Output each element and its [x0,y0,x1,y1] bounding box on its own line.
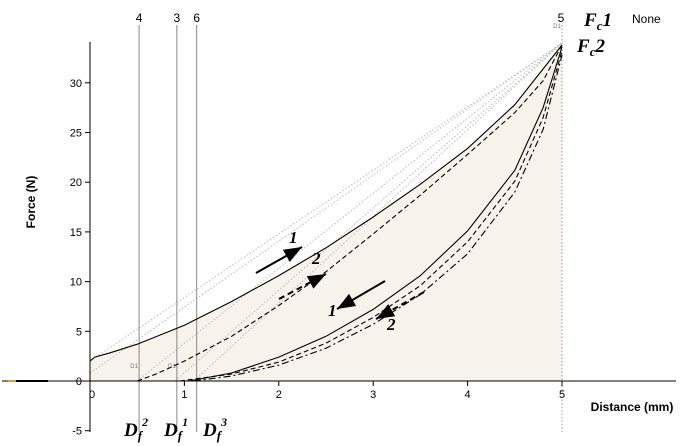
annotation-fc1: Fc1 [583,10,612,33]
annotation-fc2-sub: c [590,44,596,59]
x-tick-label-2: 2 [276,389,282,401]
annotation-fc1-tail: 1 [602,10,612,31]
reference-line-0 [89,42,563,362]
annotation-load2: 2 [311,249,321,268]
annotation-fc2-base: F [576,36,590,57]
annotation-fc1-sub: c [597,18,603,33]
annotation-df1-base: D [163,420,178,441]
reference-line-4 [193,42,563,382]
marker-label-5: 5 [558,11,565,25]
arrow-unload-2-head [376,304,396,319]
annotation-df2-sub: f [138,428,144,443]
y-tick-label-30: 30 [70,78,82,90]
y-tick-label-5: 5 [76,326,82,338]
x-tick-label-5: 5 [559,389,565,401]
y-tick-label-25: 25 [70,128,82,140]
series-curve-3 [188,46,563,382]
y-tick-label-15: 15 [70,227,82,239]
y-tick-label--5: -5 [72,426,82,438]
marker-label-3: 3 [174,11,181,25]
annotation-fc1-base: F [583,10,597,31]
y-tick-label-10: 10 [70,277,82,289]
annotation-df2: Df2 [123,415,148,443]
reference-line-3 [174,42,563,382]
marker-tag-0: D1 [130,364,138,370]
annotation-fc2: Fc2 [576,36,605,59]
annotation-df2-base: D [123,420,138,441]
arrow-load-2-head [306,274,326,289]
series-curve-4 [179,50,563,382]
annotation-df1: Df1 [163,415,188,443]
area-under-curve [90,45,562,381]
annotation-fc2-tail: 2 [594,36,605,57]
annotation-df3: Df3 [202,415,227,443]
marker-tag-1: D1 [168,364,176,370]
x-tick-label-3: 3 [370,389,376,401]
annotation-load1: 1 [289,228,298,247]
annotation-df3-base: D [202,420,217,441]
annotation-df3-sub: f [217,428,223,443]
arrow-unload-1-head [337,293,357,309]
series-curve-1 [89,44,563,362]
series-curve-5 [193,54,563,382]
y-axis-title: Force (N) [24,176,38,229]
annotation-df1-sub: f [178,428,184,443]
reference-line-1 [89,42,563,374]
arrow-load-1-head [282,247,302,262]
x-tick-label-4: 4 [465,389,471,401]
y-tick-label-0: 0 [76,376,82,388]
x-tick-label-1: 1 [181,389,187,401]
reference-line-2 [136,42,563,382]
corner-label: None [632,12,661,26]
x-axis-title: Distance (mm) [591,400,674,414]
annotation-df3-sup: 3 [220,415,227,429]
x-tick-label-0: 0 [89,389,95,401]
series-curve-2 [137,44,563,382]
y-tick-label-20: 20 [70,177,82,189]
marker-label-4: 4 [136,11,143,25]
annotation-df1-sup: 1 [182,415,188,429]
marker-tag-2: D1 [553,24,561,30]
marker-label-6: 6 [193,11,200,25]
annotation-df2-sup: 2 [141,415,148,429]
annotation-unload2: 2 [386,315,396,334]
annotation-unload1: 1 [328,301,337,320]
